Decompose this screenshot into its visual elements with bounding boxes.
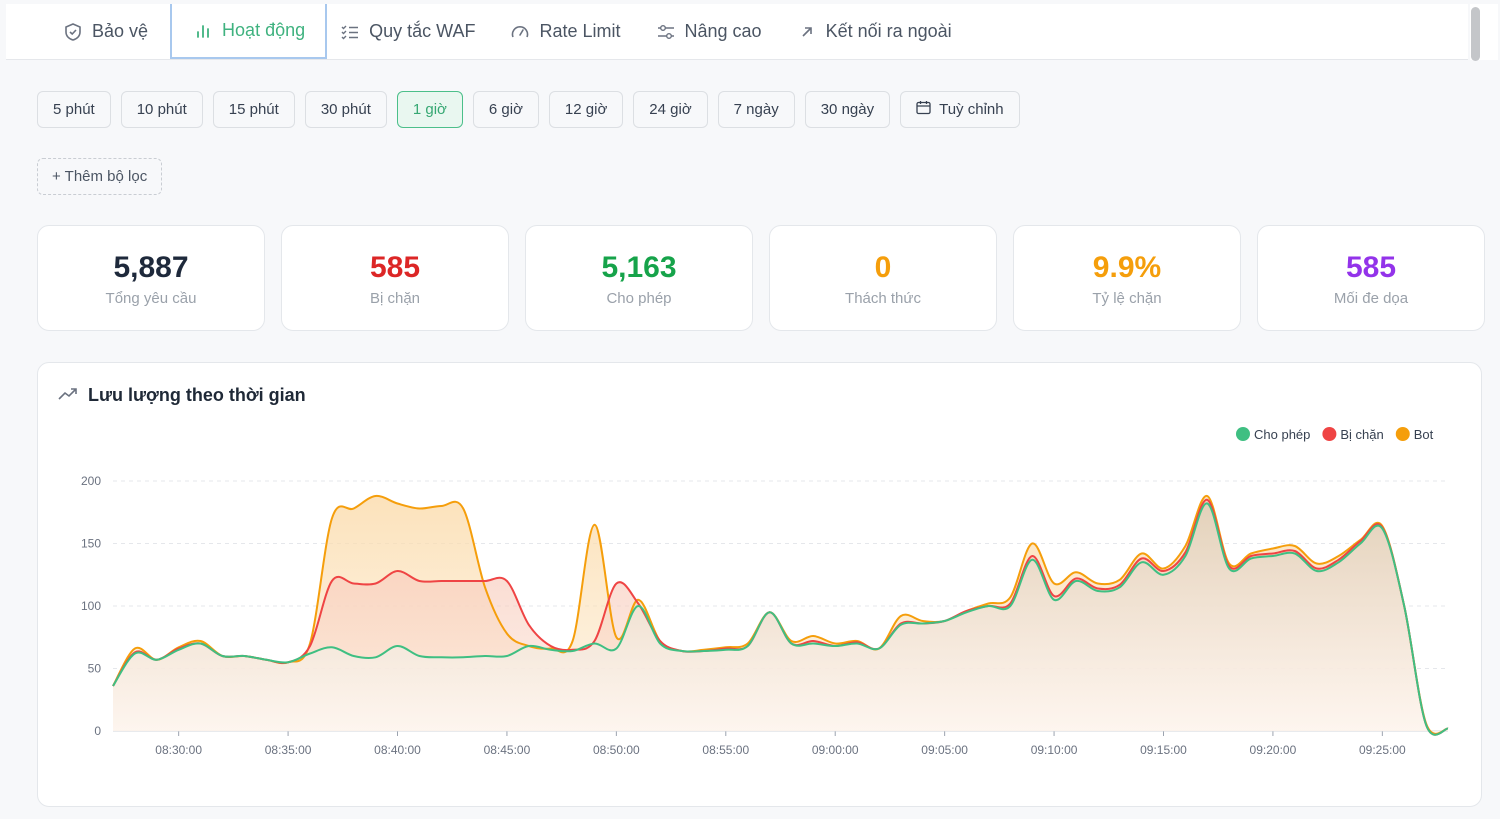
y-tick-label: 100: [81, 599, 101, 613]
legend-swatch: [1395, 427, 1410, 441]
stat-value: 9.9%: [1092, 250, 1162, 284]
calendar-icon: [916, 100, 931, 119]
tab-label: Hoạt động: [222, 20, 306, 40]
stat-value: 5,163: [601, 250, 677, 284]
custom-range-button[interactable]: Tuỳ chỉnh: [900, 91, 1020, 128]
y-tick-label: 150: [81, 537, 101, 551]
traffic-area-chart: 0 50 100 150 200 08:30:00 08:35:00 08:40:00 08:4…: [81, 427, 1449, 757]
x-tick-label: 09:00:00: [812, 743, 859, 757]
range-button-30m[interactable]: 30 phút: [304, 91, 387, 128]
x-tick-label: 08:40:00: [374, 743, 421, 757]
scrollbar[interactable]: [1470, 4, 1498, 61]
y-tick-label: 0: [94, 724, 101, 738]
range-button-7d[interactable]: 7 ngày: [717, 91, 795, 128]
stat-label: Thách thức: [845, 289, 921, 307]
range-button-15m[interactable]: 15 phút: [212, 91, 295, 128]
stat-value: 5,887: [113, 250, 189, 284]
y-tick-label: 50: [88, 662, 102, 676]
tab-label: Nâng cao: [684, 21, 762, 41]
range-button-6h[interactable]: 6 giờ: [472, 91, 539, 128]
stat-value: 585: [369, 250, 421, 284]
range-button-10m[interactable]: 10 phút: [120, 91, 203, 128]
shield-icon: [64, 22, 82, 41]
legend-label: Bot: [1414, 427, 1434, 442]
stat-card-blocked: 585 Bị chặn: [281, 225, 509, 331]
x-tick-label: 08:45:00: [484, 743, 531, 757]
traffic-chart-panel: Lưu lượng theo thời gian 0 50 100 150 200 08:…: [37, 362, 1482, 807]
range-button-24h[interactable]: 24 giờ: [633, 91, 708, 128]
tab-label: Quy tắc WAF: [369, 21, 476, 41]
tab-quy-tac-waf[interactable]: Quy tắc WAF: [327, 4, 497, 59]
chart-title-row: Lưu lượng theo thời gian: [58, 385, 306, 406]
stat-card-total: 5,887 Tổng yêu cầu: [37, 225, 265, 331]
legend-swatch: [1322, 427, 1337, 441]
stat-label: Tổng yêu cầu: [105, 289, 197, 307]
tab-hoat-dong[interactable]: Hoạt động: [170, 4, 328, 59]
stat-label: Tỷ lệ chặn: [1092, 289, 1162, 307]
tab-rate-limit[interactable]: Rate Limit: [497, 4, 642, 59]
stats-row: 5,887 Tổng yêu cầu 585 Bị chặn 5,163 Cho…: [37, 225, 1485, 331]
x-tick-label: 09:10:00: [1031, 743, 1078, 757]
tab-nang-cao[interactable]: Nâng cao: [643, 4, 784, 59]
x-tick-label: 09:20:00: [1250, 743, 1297, 757]
stat-card-challenged: 0 Thách thức: [769, 225, 997, 331]
x-tick-label: 09:25:00: [1359, 743, 1406, 757]
legend-label: Bị chặn: [1340, 427, 1383, 442]
gauge-icon: [511, 23, 529, 41]
custom-range-label: Tuỳ chỉnh: [939, 101, 1004, 118]
add-filter-button[interactable]: + Thêm bộ lọc: [37, 158, 163, 195]
stat-value: 585: [1345, 250, 1397, 284]
x-tick-label: 08:55:00: [702, 743, 749, 757]
tab-ket-noi-ra-ngoai[interactable]: Kết nối ra ngoài: [784, 4, 974, 59]
stat-card-block-rate: 9.9% Tỷ lệ chặn: [1013, 225, 1241, 331]
y-tick-label: 200: [81, 474, 101, 488]
stat-value: 0: [874, 250, 892, 284]
series-area-0: [113, 503, 1448, 735]
legend-label: Cho phép: [1254, 427, 1310, 442]
range-button-1h[interactable]: 1 giờ: [396, 91, 463, 128]
x-tick-label: 08:50:00: [593, 743, 640, 757]
arrow-up-right-icon: [798, 23, 816, 41]
chart-title: Lưu lượng theo thời gian: [88, 385, 306, 405]
tab-bao-ve[interactable]: Bảo vệ: [50, 4, 170, 59]
tab-label: Rate Limit: [539, 21, 621, 41]
time-range-group: 5 phút 10 phút 15 phút 30 phút 1 giờ 6 g…: [37, 91, 1020, 128]
tab-bar: Bảo vệ Hoạt động Quy tắc WAF Rate Limit …: [6, 4, 1468, 60]
bar-chart-icon: [194, 22, 212, 40]
tab-label: Bảo vệ: [92, 21, 149, 41]
legend-swatch: [1236, 427, 1250, 441]
stat-label: Mối đe dọa: [1333, 289, 1409, 307]
range-button-12h[interactable]: 12 giờ: [548, 91, 624, 128]
stat-label: Bị chặn: [369, 289, 421, 307]
sliders-icon: [657, 23, 675, 41]
stat-card-allowed: 5,163 Cho phép: [525, 225, 753, 331]
stat-card-threats: 585 Mối đe dọa: [1257, 225, 1485, 331]
x-tick-label: 09:05:00: [921, 743, 968, 757]
x-tick-label: 08:30:00: [155, 743, 202, 757]
trending-up-icon: [58, 385, 78, 406]
checklist-icon: [341, 23, 359, 41]
scrollbar-thumb[interactable]: [1471, 7, 1480, 61]
tab-label: Kết nối ra ngoài: [825, 21, 952, 41]
x-tick-label: 08:35:00: [265, 743, 312, 757]
x-tick-label: 09:15:00: [1140, 743, 1187, 757]
range-button-30d[interactable]: 30 ngày: [804, 91, 891, 128]
range-button-5m[interactable]: 5 phút: [37, 91, 111, 128]
series-line-0: [112, 502, 1449, 736]
stat-label: Cho phép: [606, 289, 672, 307]
